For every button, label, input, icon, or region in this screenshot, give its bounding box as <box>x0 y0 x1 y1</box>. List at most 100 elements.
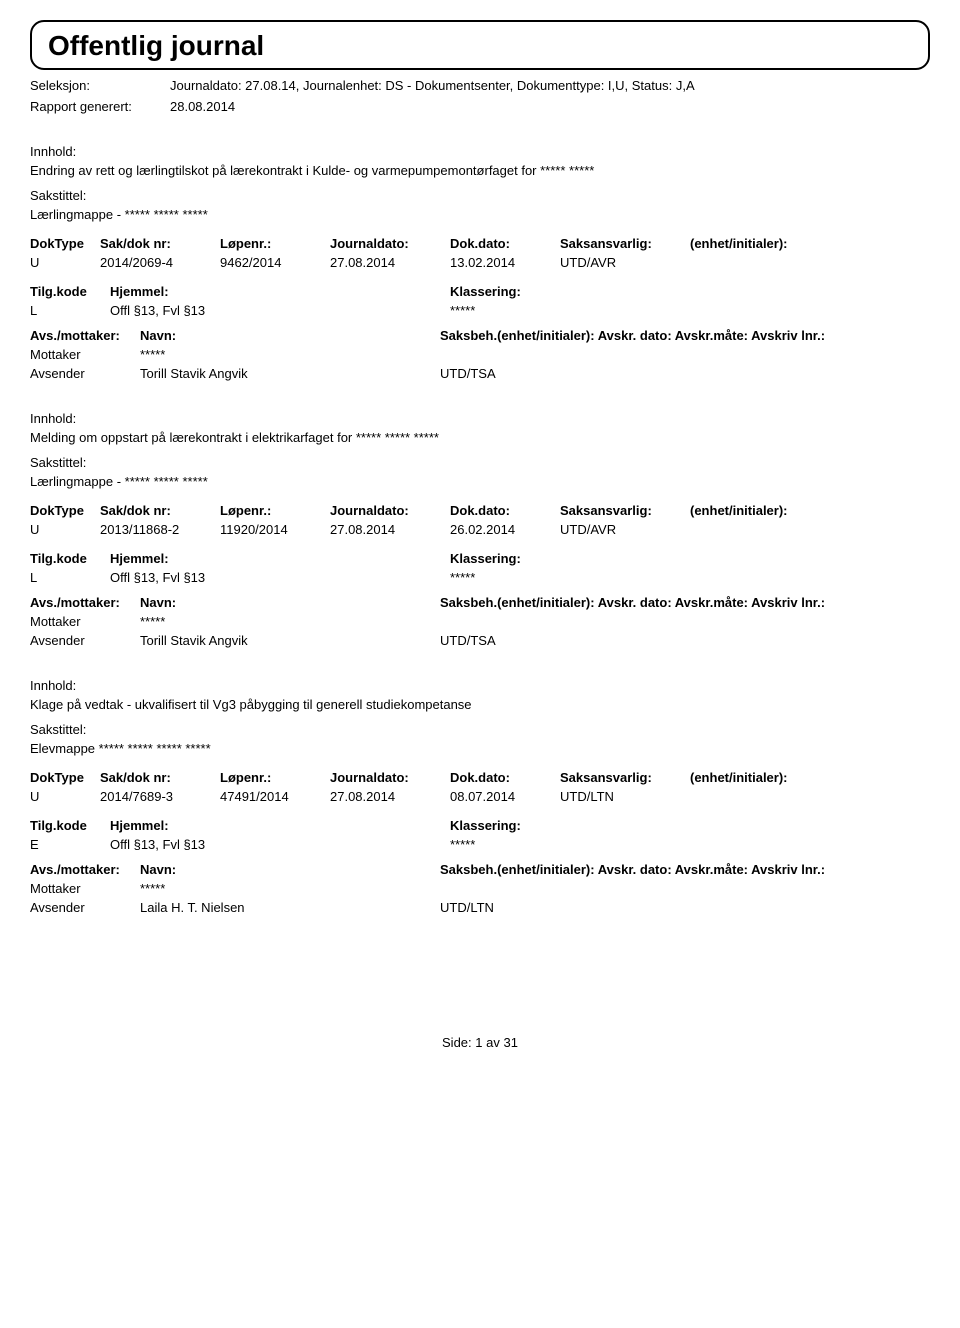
avsender-label: Avsender <box>30 900 140 915</box>
record: Innhold: Endring av rett og lærlingtilsk… <box>30 144 930 381</box>
tilgkode-value: E <box>30 837 110 852</box>
journaldato-value: 27.08.2014 <box>330 522 450 537</box>
mottaker-row: Mottaker ***** <box>30 347 930 362</box>
seleksjon-value: Journaldato: 27.08.14, Journalenhet: DS … <box>170 78 930 93</box>
tilgkode-value: L <box>30 570 110 585</box>
tilgkode-value: L <box>30 303 110 318</box>
innhold-value: Endring av rett og lærlingtilskot på lær… <box>30 163 930 178</box>
mottaker-label: Mottaker <box>30 347 140 362</box>
mottaker-row: Mottaker ***** <box>30 614 930 629</box>
dokdato-header: Dok.dato: <box>450 236 560 251</box>
innhold-label: Innhold: <box>30 678 930 693</box>
rapport-label: Rapport generert: <box>30 99 170 114</box>
avs-header-row: Avs./mottaker: Navn: Saksbeh.(enhet/init… <box>30 595 930 610</box>
avs-header-row: Avs./mottaker: Navn: Saksbeh.(enhet/init… <box>30 328 930 343</box>
navn-header: Navn: <box>140 862 440 877</box>
sakstittel-value: Lærlingmappe - ***** ***** ***** <box>30 207 930 222</box>
mottaker-label: Mottaker <box>30 881 140 896</box>
klassering-value: ***** <box>450 837 750 852</box>
mottaker-label: Mottaker <box>30 614 140 629</box>
page-num: 1 <box>475 1035 482 1050</box>
doktype-value: U <box>30 522 100 537</box>
avs-header-row: Avs./mottaker: Navn: Saksbeh.(enhet/init… <box>30 862 930 877</box>
records-container: Innhold: Endring av rett og lærlingtilsk… <box>30 144 930 915</box>
avsender-saksbeh: UTD/LTN <box>440 900 840 915</box>
navn-header: Navn: <box>140 595 440 610</box>
side-label: Side: <box>442 1035 472 1050</box>
page-container: Offentlig journal Seleksjon: Journaldato… <box>0 0 960 1070</box>
mottaker-navn: ***** <box>140 881 440 896</box>
avsender-navn: Torill Stavik Angvik <box>140 633 440 648</box>
mottaker-saksbeh <box>440 347 840 362</box>
tilgkode-header: Tilg.kode <box>30 818 110 833</box>
hjemmel-value: Offl §13, Fvl §13 <box>110 837 450 852</box>
sakdok-value: 2014/7689-3 <box>100 789 220 804</box>
lopenr-header: Løpenr.: <box>220 770 330 785</box>
hjemmel-value: Offl §13, Fvl §13 <box>110 570 450 585</box>
journaldato-value: 27.08.2014 <box>330 255 450 270</box>
doc-header-row: DokType Sak/dok nr: Løpenr.: Journaldato… <box>30 236 930 251</box>
innhold-label: Innhold: <box>30 411 930 426</box>
lopenr-header: Løpenr.: <box>220 236 330 251</box>
dokdato-value: 26.02.2014 <box>450 522 560 537</box>
mottaker-row: Mottaker ***** <box>30 881 930 896</box>
seleksjon-row: Seleksjon: Journaldato: 27.08.14, Journa… <box>30 78 930 93</box>
sakdok-value: 2013/11868-2 <box>100 522 220 537</box>
avsender-saksbeh: UTD/TSA <box>440 633 840 648</box>
tilg-header-row: Tilg.kode Hjemmel: Klassering: <box>30 284 930 299</box>
journaldato-value: 27.08.2014 <box>330 789 450 804</box>
klassering-value: ***** <box>450 303 750 318</box>
hjemmel-header: Hjemmel: <box>110 818 450 833</box>
tilg-data-row: L Offl §13, Fvl §13 ***** <box>30 570 930 585</box>
mottaker-navn: ***** <box>140 347 440 362</box>
rapport-value: 28.08.2014 <box>170 99 930 114</box>
doktype-value: U <box>30 789 100 804</box>
doktype-header: DokType <box>30 770 100 785</box>
hjemmel-header: Hjemmel: <box>110 551 450 566</box>
hjemmel-header: Hjemmel: <box>110 284 450 299</box>
sakstittel-label: Sakstittel: <box>30 722 930 737</box>
tilg-data-row: E Offl §13, Fvl §13 ***** <box>30 837 930 852</box>
page-footer: Side: 1 av 31 <box>30 1035 930 1050</box>
av-label: av <box>486 1035 500 1050</box>
record: Innhold: Klage på vedtak - ukvalifisert … <box>30 678 930 915</box>
title-box: Offentlig journal <box>30 20 930 70</box>
avsmottaker-header: Avs./mottaker: <box>30 595 140 610</box>
tilgkode-header: Tilg.kode <box>30 551 110 566</box>
innhold-value: Melding om oppstart på lærekontrakt i el… <box>30 430 930 445</box>
saksansvarlig-header: Saksansvarlig: <box>560 503 690 518</box>
avsender-navn: Torill Stavik Angvik <box>140 366 440 381</box>
saksbeh-header: Saksbeh.(enhet/initialer): Avskr. dato: … <box>440 328 840 343</box>
avsender-saksbeh: UTD/TSA <box>440 366 840 381</box>
dokdato-value: 13.02.2014 <box>450 255 560 270</box>
enhet-init-value <box>690 255 820 270</box>
journaldato-header: Journaldato: <box>330 770 450 785</box>
avsmottaker-header: Avs./mottaker: <box>30 862 140 877</box>
saksansvarlig-value: UTD/AVR <box>560 522 690 537</box>
innhold-value: Klage på vedtak - ukvalifisert til Vg3 p… <box>30 697 930 712</box>
doc-header-row: DokType Sak/dok nr: Løpenr.: Journaldato… <box>30 770 930 785</box>
saksansvarlig-value: UTD/LTN <box>560 789 690 804</box>
dokdato-header: Dok.dato: <box>450 503 560 518</box>
doc-data-row: U 2013/11868-2 11920/2014 27.08.2014 26.… <box>30 522 930 537</box>
sakdok-header: Sak/dok nr: <box>100 503 220 518</box>
navn-header: Navn: <box>140 328 440 343</box>
mottaker-navn: ***** <box>140 614 440 629</box>
page-title: Offentlig journal <box>48 30 912 62</box>
avsender-label: Avsender <box>30 366 140 381</box>
lopenr-value: 47491/2014 <box>220 789 330 804</box>
doktype-header: DokType <box>30 503 100 518</box>
tilg-header-row: Tilg.kode Hjemmel: Klassering: <box>30 818 930 833</box>
klassering-header: Klassering: <box>450 818 750 833</box>
mottaker-saksbeh <box>440 614 840 629</box>
klassering-header: Klassering: <box>450 551 750 566</box>
doc-data-row: U 2014/7689-3 47491/2014 27.08.2014 08.0… <box>30 789 930 804</box>
lopenr-value: 11920/2014 <box>220 522 330 537</box>
doc-header-row: DokType Sak/dok nr: Løpenr.: Journaldato… <box>30 503 930 518</box>
mottaker-saksbeh <box>440 881 840 896</box>
klassering-header: Klassering: <box>450 284 750 299</box>
lopenr-value: 9462/2014 <box>220 255 330 270</box>
saksansvarlig-value: UTD/AVR <box>560 255 690 270</box>
journaldato-header: Journaldato: <box>330 236 450 251</box>
sakdok-header: Sak/dok nr: <box>100 236 220 251</box>
